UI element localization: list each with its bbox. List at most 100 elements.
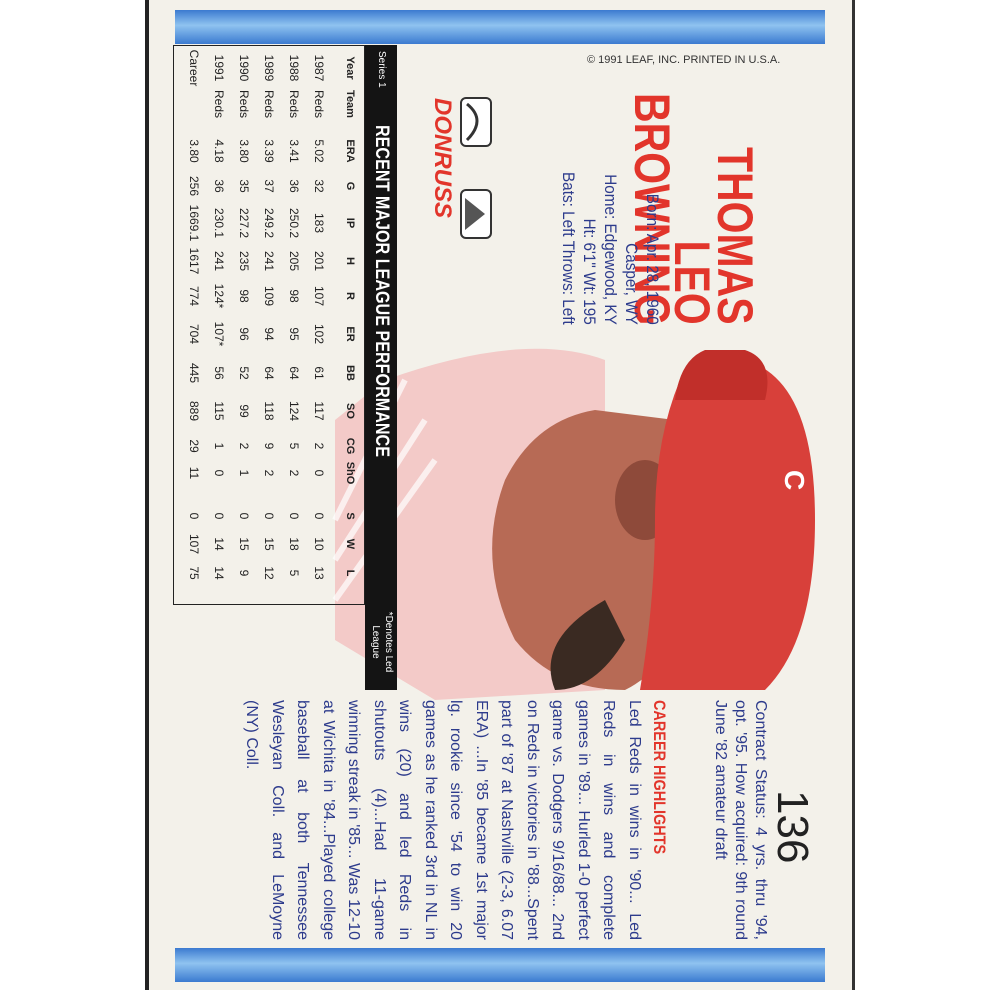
bio-line: Born: Apr. 28, 1960 (643, 193, 662, 325)
card: © 1991 LEAF, INC. PRINTED IN U.S.A. C TH… (145, 0, 855, 990)
stat-cell: Reds (262, 89, 276, 119)
bio-line: Casper, WY (622, 243, 641, 325)
stats-table: Year Team ERA G IP H R ER BB SO CG ShO S W L 1987 Reds 5.… (173, 45, 365, 605)
stat-cell: 117 (312, 401, 326, 421)
stat-cell: 1990 (237, 54, 251, 82)
contract-status: Contract Status: 4 yrs. thru '94, opt. '… (712, 700, 769, 940)
copyright: © 1991 LEAF, INC. PRINTED IN U.S.A. (587, 54, 781, 66)
stat-cell: 704 (187, 323, 201, 345)
stat-cell: 118 (262, 401, 276, 421)
stat-cell: 64 (262, 366, 276, 380)
stat-cell: 3.41 (287, 139, 301, 163)
column-header: ERA (344, 139, 356, 163)
stat-cell: 2 (287, 469, 301, 477)
stat-cell: 15 (237, 537, 251, 551)
column-header: ER (344, 326, 356, 342)
bio: Born: Apr. 28, 1960 Casper, WY Home: Edgew… (558, 172, 663, 325)
bio-line: Home: Edgewood, KY (601, 174, 620, 325)
stat-cell: 109 (262, 285, 276, 307)
bio-line: Ht: 6'1" Wt: 195 (580, 218, 599, 325)
logos: DONRUSS (429, 97, 492, 239)
column-header: CG (344, 437, 356, 455)
led-league-note: *Denotes Led League (370, 611, 394, 673)
stat-cell: 0 (212, 512, 226, 520)
column-header: ShO (344, 461, 356, 485)
stat-cell: 5 (287, 442, 301, 450)
stat-cell: 14 (212, 566, 226, 580)
stat-cell: 115 (212, 401, 226, 421)
stat-cell: 124* (212, 283, 226, 309)
stat-cell: 1 (212, 442, 226, 450)
stat-cell: 102 (312, 323, 326, 345)
stat-cell: Reds (212, 89, 226, 119)
stat-cell: 75 (187, 566, 201, 580)
column-header: H (344, 257, 356, 265)
stat-cell: 99 (237, 404, 251, 418)
stat-cell: 1 (237, 469, 251, 477)
stat-cell: 107 (187, 533, 201, 555)
stat-cell: 37 (262, 179, 276, 193)
stat-cell: 1988 (287, 54, 301, 82)
stat-cell: 64 (287, 366, 301, 380)
series: Series 1 (376, 51, 387, 88)
stat-cell: 95 (287, 327, 301, 341)
stat-cell: 29 (187, 439, 201, 453)
column-header: IP (344, 217, 356, 229)
stat-cell: 94 (262, 327, 276, 341)
stat-cell: 4.18 (212, 139, 226, 163)
player-photo: C (332, 348, 815, 700)
stat-cell: 235 (237, 250, 251, 272)
stat-cell: 2 (262, 469, 276, 477)
stat-cell: 0 (287, 512, 301, 520)
stat-cell: 61 (312, 366, 326, 380)
stat-cell: 0 (312, 512, 326, 520)
stat-cell: 0 (187, 512, 201, 520)
brand: DONRUSS (429, 98, 456, 218)
stat-cell: 230.1 (212, 207, 226, 239)
stat-cell: 15 (262, 537, 276, 551)
stat-cell: 36 (212, 179, 226, 193)
stat-cell: 56 (212, 366, 226, 380)
stat-cell: 249.2 (262, 207, 276, 239)
stat-cell: 18 (287, 537, 301, 551)
stat-cell: 0 (262, 512, 276, 520)
card-content: C THOMAS LEO BROWNING Born: Apr. 28, 196… (149, 0, 852, 990)
stat-cell: 5.02 (312, 139, 326, 163)
stat-cell: 3.39 (262, 139, 276, 163)
stat-cell: 2 (237, 442, 251, 450)
stat-cell: 98 (287, 289, 301, 303)
stat-cell: 0 (212, 469, 226, 477)
column-header: W (344, 538, 356, 550)
column-header: BB (344, 365, 356, 381)
stat-cell: Career (187, 49, 201, 87)
bio-line: Bats: Left Throws: Left (559, 172, 578, 325)
stat-cell: 1991 (212, 54, 226, 82)
column-header: Year (344, 56, 356, 80)
column-header: Team (344, 90, 356, 118)
stat-cell: 241 (212, 250, 226, 272)
stat-cell: 183 (312, 212, 326, 234)
stat-cell: 5 (287, 569, 301, 577)
stat-cell: 98 (237, 289, 251, 303)
svg-text:C: C (779, 470, 810, 490)
stat-cell: 256 (187, 175, 201, 197)
column-header: S (344, 512, 356, 520)
stat-cell: 96 (237, 327, 251, 341)
stat-cell: 32 (312, 179, 326, 193)
stat-cell: 201 (312, 250, 326, 272)
stat-cell: 107* (212, 321, 226, 347)
stat-cell: 12 (262, 566, 276, 580)
column-header: G (344, 181, 356, 191)
stat-cell: 250.2 (287, 207, 301, 239)
highlights-title: CAREER HIGHLIGHTS (650, 700, 669, 855)
stat-cell: 35 (237, 179, 251, 193)
stat-cell: Reds (287, 89, 301, 119)
stats-title: RECENT MAJOR LEAGUE PERFORMANCE (371, 125, 392, 457)
column-header: L (344, 569, 356, 577)
stat-cell: 241 (262, 250, 276, 272)
stat-cell: 52 (237, 366, 251, 380)
stat-cell: 0 (237, 512, 251, 520)
stat-cell: 10 (312, 537, 326, 551)
stat-cell: 227.2 (237, 207, 251, 239)
highlights-text: Led Reds in wins in '90... Led Reds in w… (243, 700, 644, 940)
